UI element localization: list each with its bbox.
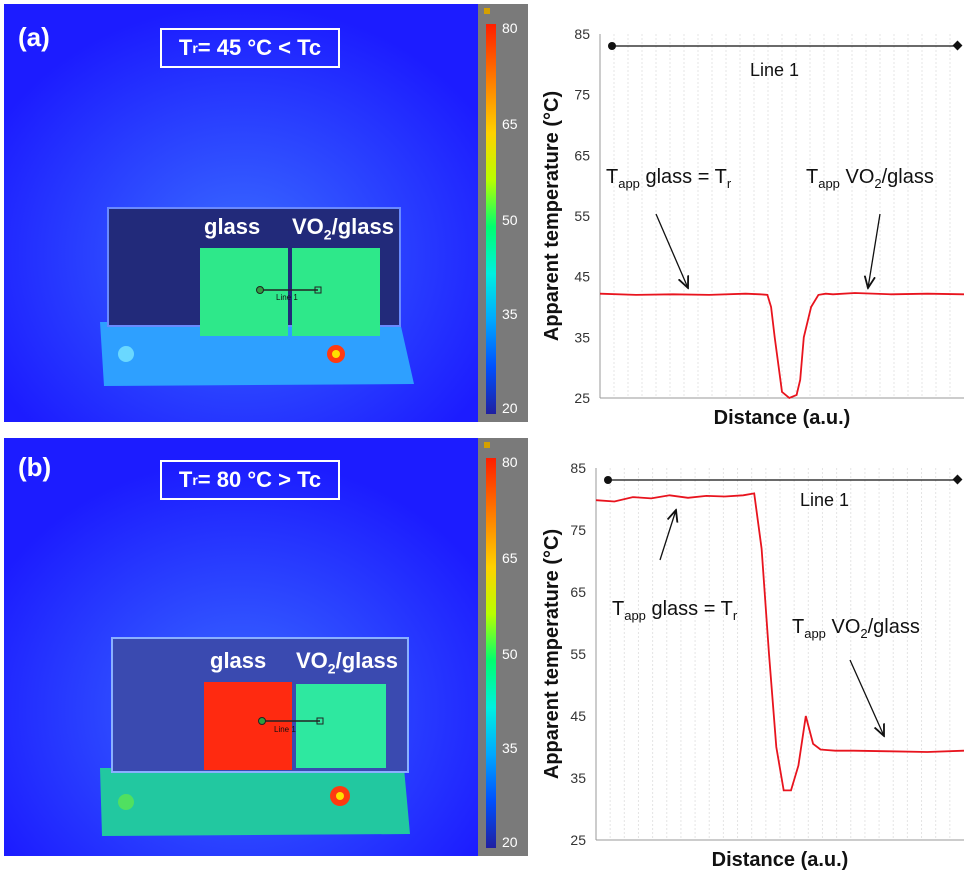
y-tick-label: 55 (574, 208, 590, 224)
annotation-glass-a: Tapp glass = Tr (606, 166, 732, 191)
scale-tick: 35 (502, 740, 518, 756)
y-axis-title: Apparent temperature (°C) (541, 529, 563, 779)
y-tick-label: 25 (574, 390, 590, 406)
annotation-vo2-b: Tapp VO2/glass (792, 616, 920, 641)
y-tick-label: 45 (570, 708, 586, 724)
holder-base (100, 322, 414, 386)
holder-base (100, 768, 410, 836)
vo2-label-a: VO2/glass (292, 214, 394, 243)
vo2-sample-a (292, 248, 380, 336)
scale-tick: 35 (502, 306, 518, 322)
y-tick-label: 65 (574, 147, 590, 163)
line-label: Line 1 (800, 490, 849, 510)
line-marker-end (952, 474, 963, 485)
chart-svg-b: 25 35 45 55 65 75 85 Distance (a.u.) Apparent te… (541, 460, 965, 870)
x-axis-title: Distance (a.u.) (712, 849, 849, 870)
chart-svg-a: 25 35 45 55 65 75 85 Distance (a.u.) Apparent te… (541, 26, 965, 429)
y-tick-label: 25 (570, 832, 586, 848)
scale-tick: 50 (502, 212, 518, 228)
scale-tick: 65 (502, 116, 518, 132)
vo2-label-b: VO2/glass (296, 648, 398, 677)
color-scale-b: 80 65 50 35 20 (478, 438, 528, 856)
annotation-arrow (655, 213, 688, 288)
glass-label-a: glass (204, 214, 261, 239)
line-marker-end (952, 40, 963, 51)
color-gradient-a (486, 24, 496, 414)
chart-b: 25 35 45 55 65 75 85 Distance (a.u.) Apparent te… (530, 436, 968, 870)
y-tick-label: 85 (574, 26, 590, 42)
scale-tick: 20 (502, 400, 518, 416)
panel-label-a: (a) (18, 22, 50, 52)
glass-label-b: glass (210, 648, 267, 673)
y-tick-label: 75 (570, 522, 586, 538)
line-marker-start (604, 476, 612, 484)
glass-sample-b (204, 682, 292, 770)
glass-sample-a (200, 248, 288, 336)
color-scale-a: 80 65 50 35 20 (478, 4, 528, 422)
line-marker-label-b: Line 1 (274, 725, 296, 734)
scale-tick: 20 (502, 834, 518, 850)
series-line (599, 292, 965, 400)
y-tick-label: 55 (570, 646, 586, 662)
annotation-arrow (868, 213, 881, 288)
y-tick-label: 75 (574, 87, 590, 103)
y-tick-label: 85 (570, 460, 586, 476)
scale-tick: 50 (502, 646, 518, 662)
scale-tick: 80 (502, 454, 518, 470)
annotation-vo2-a: Tapp VO2/glass (806, 166, 934, 191)
chart-a: 25 35 45 55 65 75 85 Distance (a.u.) Apparent te… (530, 0, 968, 434)
scale-tick: 80 (502, 20, 518, 36)
y-axis-title: Apparent temperature (°C) (541, 91, 563, 341)
color-gradient-b (486, 458, 496, 848)
vo2-sample-b (296, 684, 386, 768)
y-tick-label: 35 (574, 329, 590, 345)
x-axis-title: Distance (a.u.) (714, 407, 851, 429)
y-tick-label: 35 (570, 770, 586, 786)
line-marker-start (608, 42, 616, 50)
series-line (595, 492, 965, 792)
annotation-arrow (849, 659, 884, 736)
y-tick-label: 65 (570, 584, 586, 600)
y-tick-label: 45 (574, 269, 590, 285)
annotation-arrow (659, 510, 676, 561)
line-marker-label-a: Line 1 (276, 293, 298, 302)
scale-tick: 65 (502, 550, 518, 566)
panel-label-b: (b) (18, 452, 52, 482)
line-label: Line 1 (750, 60, 799, 80)
annotation-glass-b: Tapp glass = Tr (612, 598, 738, 623)
